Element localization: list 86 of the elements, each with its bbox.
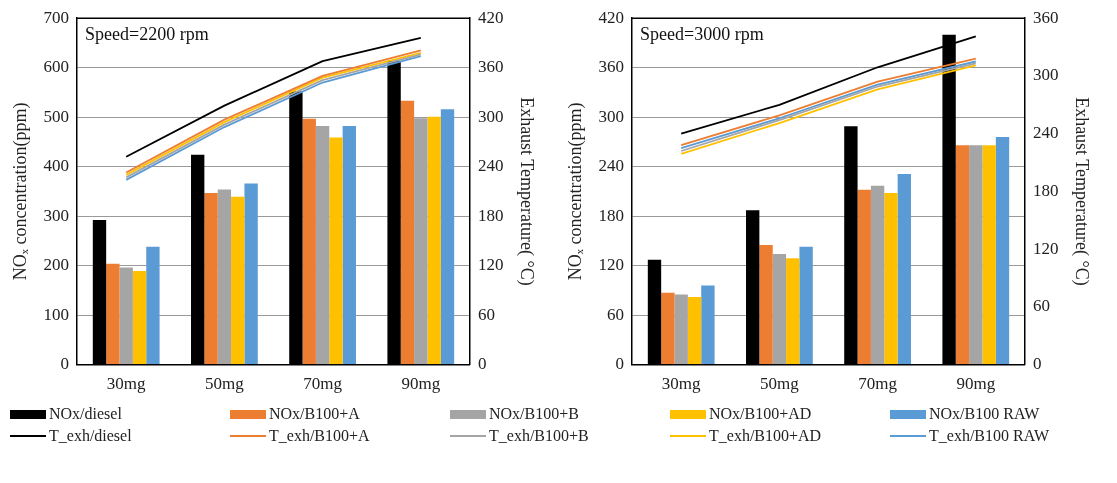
y-axis-title: NOₓ concentration(ppm) bbox=[9, 102, 31, 281]
x-tick-label: 30mg bbox=[106, 374, 147, 394]
y2-tick-label: 360 bbox=[477, 57, 504, 77]
bar bbox=[315, 126, 330, 365]
y2-tick-label: 120 bbox=[1032, 238, 1059, 258]
y-tick-label: 240 bbox=[598, 156, 625, 176]
x-tick-label: 50mg bbox=[760, 374, 800, 394]
bar bbox=[204, 192, 218, 365]
y2-axis-title: Exhaust Temperature( °C) bbox=[516, 97, 538, 286]
y2-tick-label: 240 bbox=[477, 156, 504, 176]
bar bbox=[701, 285, 715, 365]
x-tick-label: 90mg bbox=[401, 374, 441, 394]
legend-label: T_exh/B100 RAW bbox=[929, 427, 1050, 445]
y2-tick-label: 60 bbox=[477, 304, 495, 324]
x-tick-label: 50mg bbox=[205, 374, 245, 394]
y2-tick-label: 60 bbox=[1032, 296, 1050, 316]
legend-label: T_exh/B100+AD bbox=[709, 427, 822, 445]
legend-label: T_exh/B100+A bbox=[269, 427, 370, 445]
bar bbox=[132, 271, 147, 365]
bar bbox=[799, 246, 813, 365]
y2-tick-label: 120 bbox=[477, 255, 504, 275]
y-tick-label: 120 bbox=[598, 255, 625, 275]
bar bbox=[119, 267, 133, 365]
bar bbox=[427, 116, 441, 365]
legend-label: NOx/B100+AD bbox=[709, 405, 812, 423]
bar bbox=[786, 258, 800, 365]
y2-tick-label: 300 bbox=[1032, 65, 1059, 85]
y-tick-label: 700 bbox=[43, 7, 70, 27]
y2-tick-label: 180 bbox=[477, 205, 504, 225]
y2-tick-label: 180 bbox=[1032, 180, 1059, 200]
bar bbox=[857, 189, 871, 365]
bar bbox=[870, 185, 885, 365]
y-tick-label: 600 bbox=[43, 57, 70, 77]
legend-label: NOx/diesel bbox=[49, 405, 122, 423]
bar bbox=[440, 109, 455, 365]
bar bbox=[302, 118, 316, 365]
bar bbox=[244, 183, 258, 365]
x-tick-label: 70mg bbox=[303, 374, 343, 394]
bar bbox=[661, 292, 675, 365]
legend-label: T_exh/B100+B bbox=[489, 427, 589, 445]
y-tick-label: 0 bbox=[60, 354, 70, 374]
y2-tick-label: 360 bbox=[1032, 7, 1059, 27]
y-tick-label: 200 bbox=[43, 255, 70, 275]
bar bbox=[106, 263, 120, 365]
y-tick-label: 420 bbox=[598, 7, 625, 27]
bar bbox=[217, 189, 232, 365]
y2-tick-label: 0 bbox=[477, 354, 487, 374]
x-tick-label: 90mg bbox=[956, 374, 996, 394]
legend-label: NOx/B100+B bbox=[489, 405, 579, 423]
y-tick-label: 500 bbox=[43, 106, 70, 126]
y2-tick-label: 240 bbox=[1032, 123, 1059, 143]
bar bbox=[146, 246, 160, 365]
bar bbox=[674, 294, 688, 365]
x-tick-label: 70mg bbox=[858, 374, 898, 394]
y-tick-label: 360 bbox=[598, 57, 625, 77]
y2-tick-label: 300 bbox=[477, 106, 504, 126]
bar bbox=[687, 296, 702, 365]
y-tick-label: 100 bbox=[43, 304, 70, 324]
bar bbox=[400, 100, 415, 365]
legend-label: T_exh/diesel bbox=[49, 427, 132, 445]
bar bbox=[955, 145, 970, 365]
annotation: Speed=3000 rpm bbox=[640, 23, 764, 44]
bar bbox=[995, 136, 1010, 365]
x-tick-label: 30mg bbox=[661, 374, 702, 394]
y-tick-label: 300 bbox=[598, 106, 625, 126]
bar bbox=[772, 254, 787, 365]
y-tick-label: 180 bbox=[598, 205, 625, 225]
bar bbox=[759, 245, 773, 365]
bar bbox=[231, 196, 245, 365]
bar bbox=[897, 174, 911, 365]
legend-label: NOx/B100+A bbox=[269, 405, 360, 423]
y2-tick-label: 420 bbox=[477, 7, 504, 27]
y-tick-label: 0 bbox=[615, 354, 625, 374]
bar bbox=[884, 193, 898, 365]
bar bbox=[329, 137, 343, 365]
y-tick-label: 60 bbox=[607, 304, 625, 324]
y2-tick-label: 0 bbox=[1032, 354, 1042, 374]
y-tick-label: 300 bbox=[43, 205, 70, 225]
bar bbox=[342, 126, 356, 365]
y2-axis-title: Exhaust Temperature( °C) bbox=[1071, 97, 1093, 286]
annotation: Speed=2200 rpm bbox=[85, 23, 209, 44]
bar bbox=[969, 145, 983, 365]
y-axis-title: NOₓ concentration(ppm) bbox=[564, 102, 586, 281]
y-tick-label: 400 bbox=[43, 156, 70, 176]
legend-label: NOx/B100 RAW bbox=[929, 405, 1040, 423]
bar bbox=[982, 145, 996, 365]
